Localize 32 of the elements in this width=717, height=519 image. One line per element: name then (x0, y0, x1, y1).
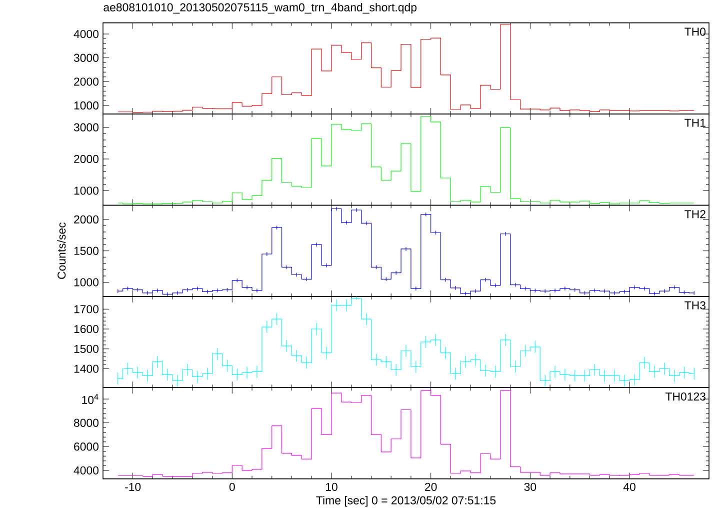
text: TH0123 (665, 392, 706, 401)
y-tick-label: 1600 (74, 325, 99, 334)
x-tick-label: 10 (326, 482, 338, 492)
y-tick-label: 2000 (74, 78, 99, 86)
y-axis-title: Counts/sec (57, 222, 66, 279)
y-tick-label: 1500 (74, 344, 99, 354)
y-tick-label: 1700 (74, 305, 99, 314)
y-tick-label: 10$^{4}$ (82, 394, 98, 404)
x-tick-label: -10 (125, 482, 141, 492)
x-tick-label: 30 (524, 482, 536, 492)
y-tick-label: 8000 (74, 418, 99, 427)
y-tick-label: 3000 (74, 54, 99, 62)
chart-title: ae808101010_20130502075115_wam0_trn_4band_short.qdp (104, 3, 417, 14)
y-tick-label: 6000 (74, 442, 99, 451)
y-tick-label: 2000 (74, 215, 99, 224)
y-tick-label: 2000 (74, 155, 99, 164)
x-tick-label: 0 (229, 482, 235, 492)
y-tick-label: 1500 (74, 246, 99, 255)
x-tick-label: 40 (623, 482, 636, 492)
text: TH0 (684, 28, 706, 36)
x-tick-label: 20 (425, 482, 437, 492)
y-tick-label: 1000 (74, 278, 99, 286)
text: TH2 (684, 210, 706, 218)
text: TH1 (684, 118, 706, 127)
y-tick-label: 1400 (74, 364, 99, 373)
y-tick-label: 1000 (74, 101, 99, 110)
y-tick-label: 4000 (74, 466, 99, 475)
text: TH3 (684, 301, 706, 310)
y-tick-label: 1000 (74, 186, 99, 195)
x-axis-title: Time [sec] 0 = 2013/05/02 07:51:15 (316, 496, 496, 507)
y-tick-label: 4000 (74, 30, 99, 38)
y-tick-label: 3000 (74, 123, 99, 132)
